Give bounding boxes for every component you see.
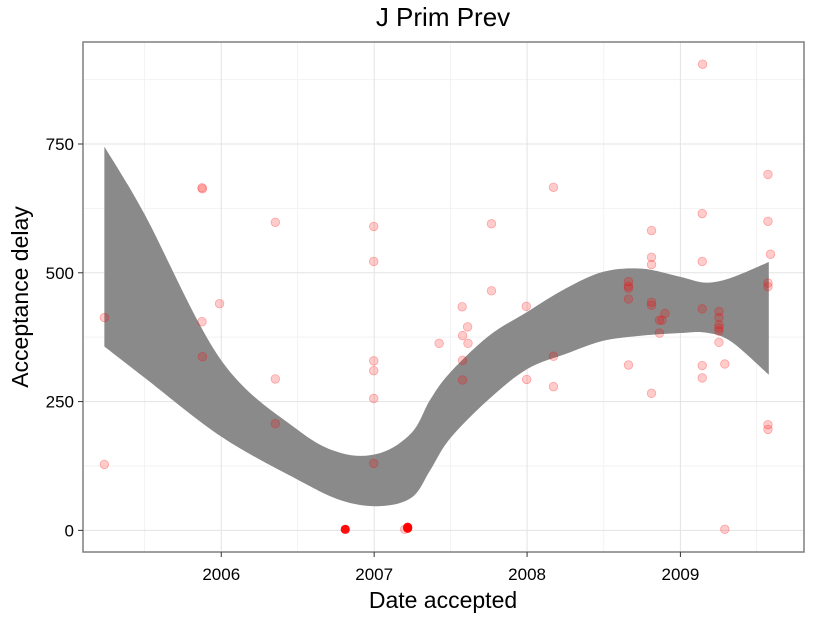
- data-point: [457, 302, 467, 312]
- data-point: [270, 217, 280, 228]
- data-point: [623, 283, 634, 293]
- data-point: [714, 323, 724, 333]
- data-point: [457, 375, 468, 385]
- chart-title: J Prim Prev: [376, 2, 510, 32]
- data-point: [646, 388, 657, 399]
- data-point: [369, 458, 379, 469]
- data-point: [763, 281, 773, 292]
- data-point: [270, 374, 280, 384]
- data-point: [369, 221, 379, 232]
- highlight-points: [340, 522, 413, 534]
- y-axis-title: Acceptance delay: [7, 206, 33, 388]
- data-point: [521, 374, 532, 385]
- x-axis-title: Date accepted: [369, 587, 517, 613]
- smooth-confidence-band: [104, 146, 769, 507]
- data-point: [714, 337, 724, 348]
- data-point: [457, 355, 468, 366]
- data-point: [714, 306, 724, 317]
- data-point: [434, 338, 444, 349]
- data-point: [763, 278, 773, 288]
- data-point: [270, 419, 280, 429]
- data-point: [623, 281, 634, 291]
- data-point: [521, 301, 531, 311]
- data-point: [646, 297, 657, 307]
- data-point: [99, 312, 110, 323]
- data-point: [548, 381, 559, 392]
- data-point: [697, 304, 707, 314]
- data-point: [697, 360, 707, 371]
- data-point: [763, 216, 773, 226]
- data-point: [720, 359, 730, 369]
- data-point: [197, 317, 207, 327]
- data-point: [486, 219, 497, 229]
- data-point: [654, 328, 665, 338]
- data-point: [720, 524, 730, 535]
- data-point: [197, 352, 208, 362]
- data-point: [623, 294, 634, 304]
- data-point: [697, 256, 707, 267]
- data-point: [457, 330, 468, 341]
- x-tick-label: 2008: [508, 565, 546, 584]
- data-point: [697, 59, 708, 69]
- data-point: [214, 298, 225, 309]
- data-point: [548, 182, 559, 192]
- data-point: [765, 249, 776, 259]
- data-point: [623, 360, 634, 370]
- data-point: [763, 420, 773, 430]
- y-tick-label: 750: [46, 135, 74, 154]
- data-point: [623, 276, 634, 287]
- data-point: [462, 322, 473, 332]
- axis-ticks: 0 250 500 750 2006 2007 2008 2009: [46, 135, 700, 584]
- data-point: [197, 183, 207, 193]
- x-tick-label: 2006: [202, 565, 240, 584]
- data-point: [697, 373, 707, 383]
- data-point: [646, 225, 657, 236]
- data-point: [548, 351, 559, 361]
- y-tick-label: 500: [46, 264, 74, 283]
- data-point: [763, 169, 773, 180]
- highlight-data-point: [403, 523, 413, 533]
- data-point: [646, 300, 657, 310]
- data-point: [697, 208, 707, 219]
- data-point: [369, 365, 379, 376]
- data-point: [714, 312, 724, 323]
- data-point: [99, 459, 110, 470]
- faded-points: [99, 59, 776, 535]
- data-point: [714, 326, 724, 336]
- data-point: [646, 259, 657, 270]
- plot-panel-border: [82, 41, 805, 553]
- highlight-data-point: [340, 524, 350, 534]
- data-point: [763, 424, 773, 435]
- x-tick-label: 2007: [355, 565, 393, 584]
- data-point: [463, 338, 473, 349]
- data-point: [197, 184, 208, 194]
- data-point: [714, 320, 724, 330]
- data-point: [646, 252, 657, 263]
- data-point: [369, 356, 379, 366]
- x-tick-label: 2009: [661, 565, 699, 584]
- data-point: [657, 315, 667, 325]
- data-point: [486, 286, 497, 296]
- y-tick-label: 250: [46, 393, 74, 412]
- y-tick-label: 0: [65, 521, 74, 540]
- data-point: [369, 256, 379, 267]
- data-point: [654, 315, 665, 325]
- data-point: [369, 393, 379, 404]
- data-point: [660, 308, 670, 319]
